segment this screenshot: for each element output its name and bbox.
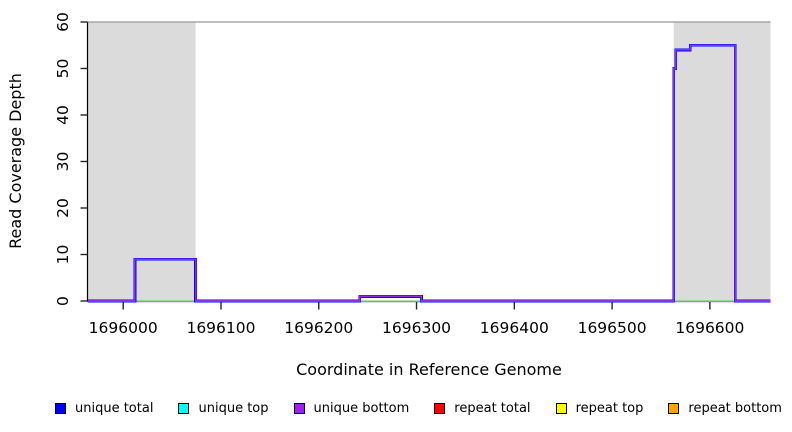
y-tick-label: 10 [54,245,72,265]
x-tick-label: 1696400 [480,319,549,337]
legend-item: unique bottom [293,400,410,416]
legend-item: repeat total [434,400,531,416]
legend-item: repeat top [555,400,644,416]
legend-label: repeat bottom [688,400,782,416]
legend-label: unique total [75,400,154,416]
x-tick-label: 1696000 [89,319,158,337]
x-tick-label: 1696500 [578,319,647,337]
x-tick-label: 1696200 [284,319,353,337]
y-tick-label: 20 [54,198,72,218]
legend-item: unique total [55,401,153,416]
legend-label: unique bottom [313,400,410,416]
legend-label: repeat total [454,400,531,416]
y-tick-label: 30 [54,152,72,172]
x-tick-label: 1696600 [675,319,744,337]
series-unique-bottom [88,44,771,302]
shaded-region [673,22,771,301]
y-tick-label: 60 [54,12,72,32]
legend-label: unique top [198,400,269,416]
y-tick-label: 40 [54,105,72,125]
legend-swatch-icon [293,402,305,414]
legend: unique total unique top unique bottom repea… [0,397,792,419]
x-tick-label: 1696100 [186,319,255,337]
x-axis-title: Coordinate in Reference Genome [296,360,562,379]
y-axis-title: Read Coverage Depth [6,73,25,249]
shaded-region [88,22,196,301]
y-tick-label: 50 [54,59,72,79]
legend-swatch-icon [555,402,567,414]
legend-swatch-icon [434,402,446,414]
legend-swatch-icon [55,402,66,414]
legend-swatch-icon [668,402,680,414]
legend-label: repeat top [575,400,644,416]
legend-item: repeat bottom [668,401,782,416]
x-tick-label: 1696300 [382,319,451,337]
legend-swatch-icon [178,402,190,414]
legend-item: unique top [178,400,269,416]
y-tick-label: 0 [54,296,72,306]
